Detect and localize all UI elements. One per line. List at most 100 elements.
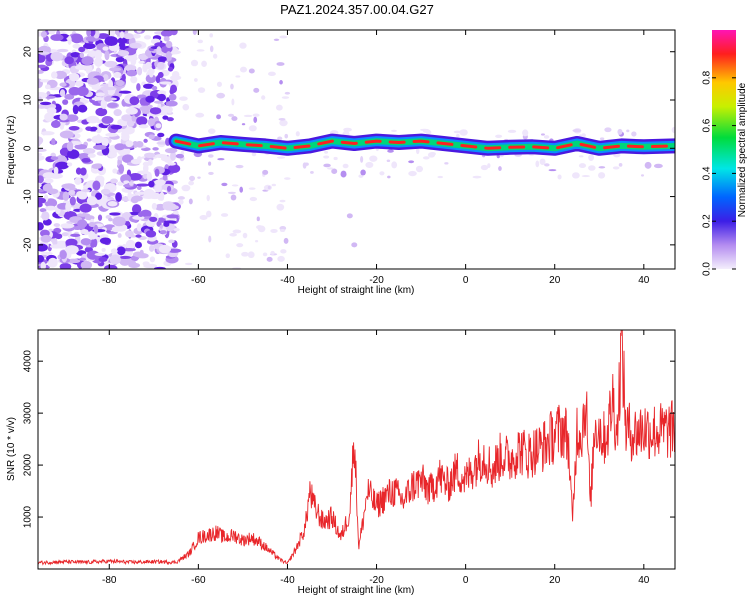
heatmap-cell (59, 250, 67, 260)
heatmap-cell (302, 162, 307, 169)
heatmap-cell (640, 174, 644, 177)
heatmap-cell (137, 170, 150, 175)
heatmap-cell (248, 68, 255, 74)
heatmap-cell (110, 124, 123, 130)
heatmap-cell (253, 116, 258, 123)
heatmap-cell (130, 57, 137, 66)
heatmap-cell (64, 93, 75, 100)
heatmap-cell (59, 82, 67, 87)
heatmap-cell (104, 36, 119, 47)
heatmap-y-tick-label: -10 (23, 189, 34, 204)
heatmap-cell (94, 57, 103, 67)
heatmap-y-tick-label: 20 (23, 46, 34, 58)
heatmap-cell (70, 33, 84, 44)
heatmap-x-tick-label: -40 (280, 275, 295, 286)
heatmap-cell (69, 196, 76, 206)
heatmap-x-tick-label: -60 (191, 275, 206, 286)
heatmap-cell (143, 138, 148, 143)
heatmap-x-tick-label: -20 (369, 275, 384, 286)
heatmap-cell (256, 216, 260, 222)
heatmap-cell (548, 169, 557, 172)
heatmap-cell (249, 196, 258, 202)
heatmap-cell (126, 119, 135, 127)
heatmap-cell (162, 115, 169, 120)
heatmap-cell (42, 183, 53, 192)
heatmap-cell (572, 128, 582, 133)
heatmap-cell (671, 126, 675, 134)
heatmap-cell (147, 118, 155, 127)
heatmap-cell (76, 86, 89, 97)
heatmap-cell (109, 212, 121, 216)
heatmap-cell (105, 132, 118, 137)
heatmap-cell (38, 64, 47, 69)
heatmap-cell (92, 180, 101, 191)
heatmap-cell (162, 173, 168, 181)
heatmap-cell (346, 213, 353, 219)
heatmap-cell (40, 30, 47, 38)
heatmap-cell (95, 192, 103, 200)
heatmap-cell (164, 148, 178, 154)
heatmap-cell (138, 105, 153, 114)
heatmap-cell (251, 152, 257, 157)
heatmap-cell (209, 45, 214, 53)
snr-y-axis: 1000 2000 3000 4000 (23, 350, 675, 528)
heatmap-cell (101, 247, 106, 252)
heatmap-cell (38, 254, 45, 263)
heatmap-cell (232, 229, 242, 234)
heatmap-cell (83, 43, 96, 50)
heatmap-cell (154, 179, 166, 186)
heatmap-cell (279, 228, 286, 233)
heatmap-cell (145, 61, 152, 70)
heatmap-cell (163, 36, 170, 42)
heatmap-y-tick-label: -20 (23, 237, 34, 252)
heatmap-cell (115, 56, 125, 63)
heatmap-cell (65, 202, 72, 212)
heatmap-cell (72, 43, 81, 49)
heatmap-cell (129, 96, 140, 106)
heatmap-cell (112, 216, 126, 227)
heatmap-cell (197, 176, 201, 179)
heatmap-cell (149, 245, 155, 252)
heatmap-cell (79, 257, 87, 261)
heatmap-cell (96, 33, 110, 40)
snr-y-tick-label: 1000 (23, 505, 34, 528)
heatmap-cell (40, 261, 46, 269)
heatmap-cell (588, 154, 595, 161)
heatmap-cell (49, 244, 63, 249)
heatmap-cell (91, 96, 104, 101)
heatmap-cell (65, 238, 78, 247)
heatmap-cell (267, 185, 271, 190)
heatmap-cell (121, 133, 130, 141)
heatmap-cell (144, 152, 156, 158)
heatmap-cell (165, 100, 178, 107)
heatmap-cell (93, 144, 107, 150)
heatmap-cell (557, 174, 562, 180)
heatmap-cell (75, 167, 82, 175)
heatmap-cell (369, 155, 378, 162)
heatmap-cell (80, 167, 87, 176)
heatmap-cell (38, 70, 44, 74)
heatmap-cell (327, 167, 334, 170)
heatmap-cell (267, 71, 276, 77)
heatmap-cell (163, 222, 170, 227)
heatmap-cell (50, 71, 58, 79)
colorbar-tick-label: 0.8 (702, 70, 713, 84)
heatmap-cell (107, 200, 118, 207)
heatmap-cell (437, 175, 444, 179)
heatmap-cell (129, 172, 142, 181)
heatmap-cell (170, 151, 177, 161)
heatmap-cell (79, 203, 92, 213)
colorbar-tick-label: 0.6 (702, 118, 713, 132)
heatmap-cell (358, 174, 364, 178)
heatmap-cell (93, 224, 99, 235)
heatmap-cell (408, 170, 417, 177)
heatmap-cell (456, 133, 460, 138)
heatmap-cell (343, 127, 352, 132)
heatmap-cell (70, 51, 81, 58)
heatmap-cell (235, 75, 241, 78)
heatmap-cell (495, 134, 503, 139)
heatmap-cell (167, 66, 174, 72)
heatmap-cell (331, 168, 338, 174)
heatmap-cell (38, 148, 47, 153)
heatmap-cell (279, 35, 288, 39)
